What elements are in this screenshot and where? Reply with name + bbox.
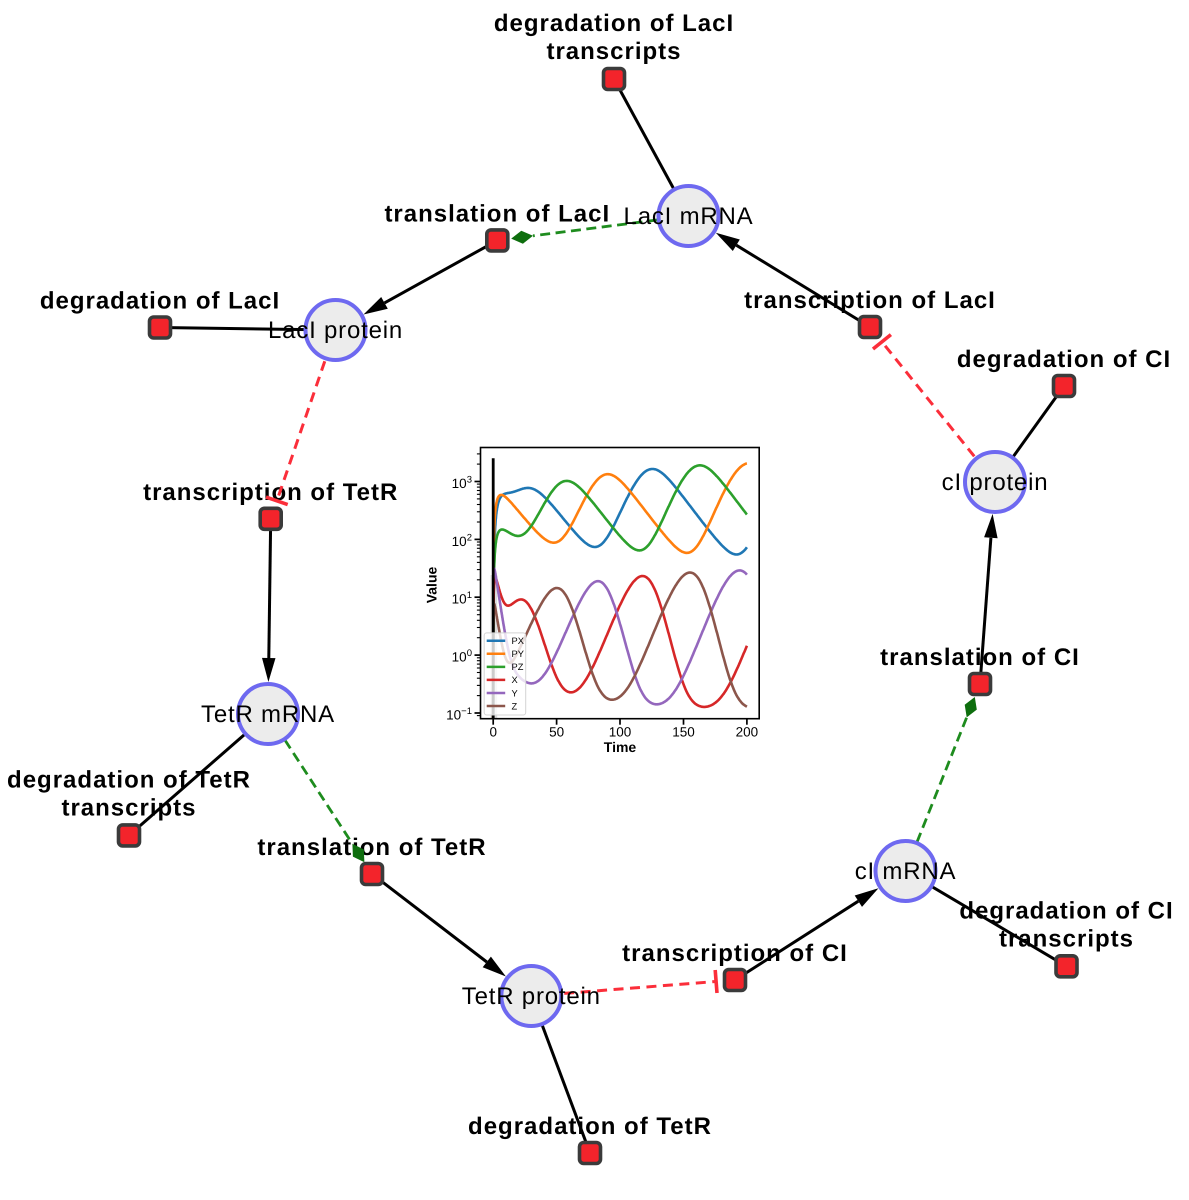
svg-text:translation of TetR: translation of TetR: [257, 834, 486, 861]
svg-text:PZ: PZ: [512, 662, 524, 672]
svg-text:degradation of LacI: degradation of LacI: [40, 288, 280, 315]
svg-text:degradation of TetR: degradation of TetR: [7, 766, 251, 793]
svg-text:TetR mRNA: TetR mRNA: [201, 701, 335, 728]
svg-text:150: 150: [672, 725, 695, 740]
svg-text:transcription of TetR: transcription of TetR: [143, 479, 398, 506]
svg-text:cI mRNA: cI mRNA: [855, 858, 957, 885]
svg-text:degradation of CI: degradation of CI: [957, 346, 1171, 373]
svg-text:transcription of LacI: transcription of LacI: [744, 287, 996, 314]
svg-text:LacI mRNA: LacI mRNA: [624, 203, 754, 230]
svg-text:LacI protein: LacI protein: [268, 317, 403, 344]
svg-text:translation of CI: translation of CI: [880, 644, 1080, 671]
svg-text:degradation of TetR: degradation of TetR: [468, 1113, 712, 1140]
svg-text:transcripts: transcripts: [546, 38, 681, 65]
svg-text:PY: PY: [512, 649, 524, 659]
svg-text:transcripts: transcripts: [61, 794, 196, 821]
svg-text:Value: Value: [424, 567, 440, 604]
svg-text:Z: Z: [512, 701, 518, 711]
svg-text:100: 100: [609, 725, 632, 740]
svg-text:cI protein: cI protein: [942, 469, 1049, 496]
svg-text:PX: PX: [512, 636, 524, 646]
svg-text:0: 0: [489, 725, 497, 740]
svg-text:degradation of CI: degradation of CI: [959, 897, 1173, 924]
svg-text:X: X: [512, 675, 518, 685]
svg-text:translation of LacI: translation of LacI: [384, 200, 610, 227]
svg-text:50: 50: [549, 725, 564, 740]
svg-text:200: 200: [736, 725, 759, 740]
svg-text:transcription of CI: transcription of CI: [622, 940, 848, 967]
svg-text:TetR protein: TetR protein: [462, 983, 601, 1010]
svg-text:degradation of LacI: degradation of LacI: [494, 10, 734, 37]
svg-text:Y: Y: [512, 688, 518, 698]
svg-text:Time: Time: [604, 739, 637, 755]
